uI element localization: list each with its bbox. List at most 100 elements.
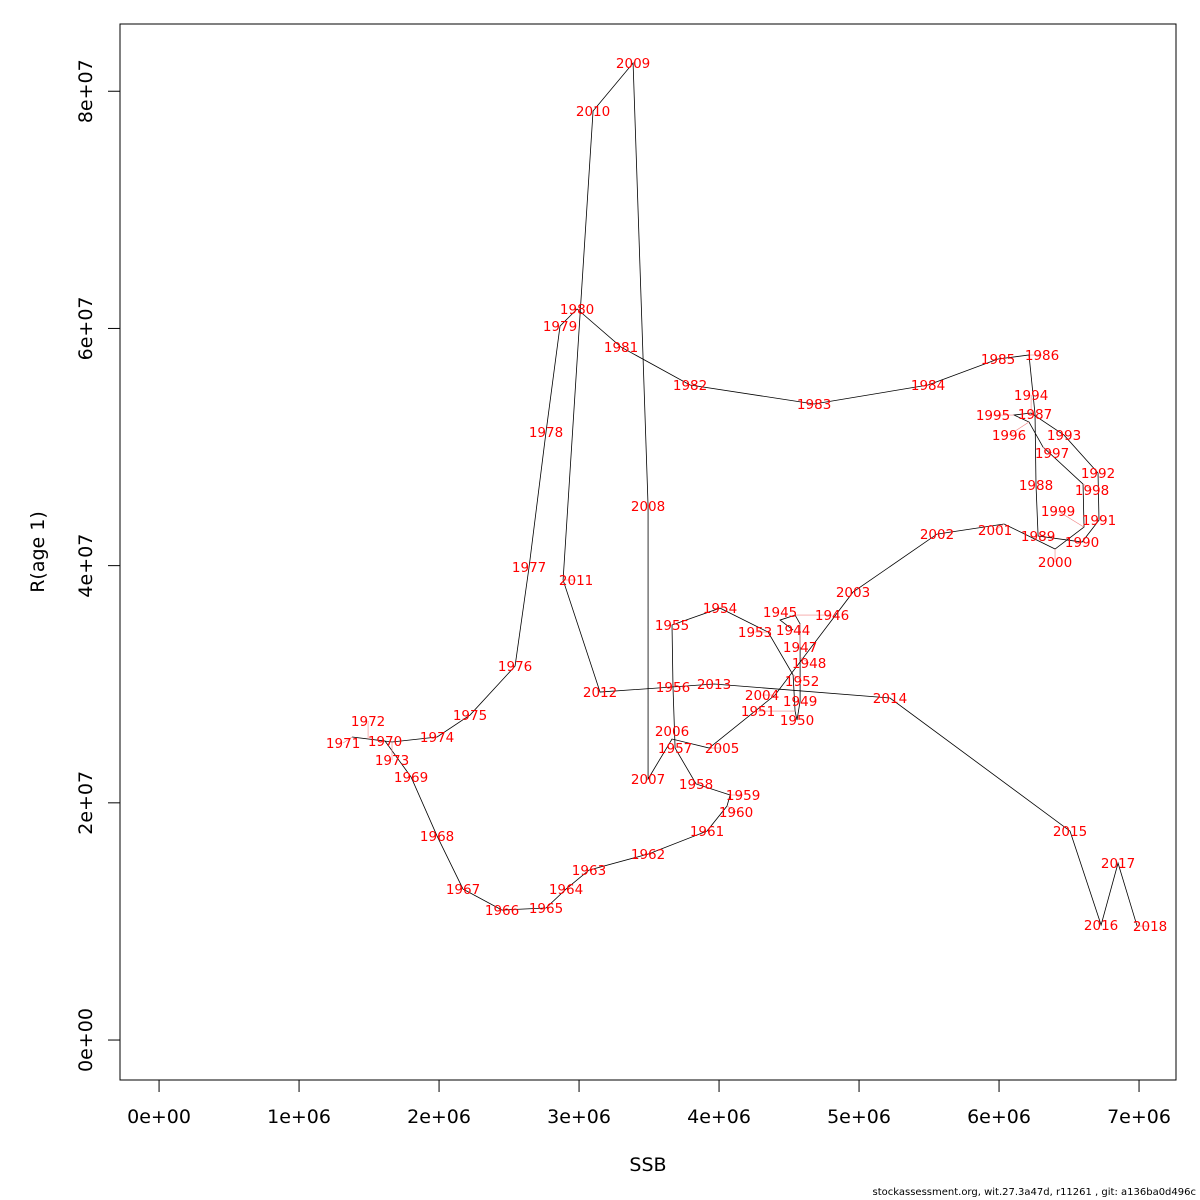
year-label: 2014 — [873, 691, 907, 707]
x-tick-label: 6e+06 — [967, 1106, 1031, 1128]
year-label: 1951 — [741, 704, 775, 720]
year-label: 2007 — [631, 772, 665, 788]
year-label: 2006 — [655, 724, 689, 740]
year-label: 2010 — [576, 104, 610, 120]
y-tick-label: 4e+07 — [75, 534, 97, 598]
year-label: 1974 — [420, 730, 454, 746]
x-tick-label: 4e+06 — [687, 1106, 751, 1128]
year-label: 1998 — [1075, 483, 1109, 499]
x-axis-title: SSB — [629, 1154, 666, 1176]
year-label: 1962 — [631, 847, 665, 863]
year-label: 1952 — [785, 674, 819, 690]
year-label: 1947 — [783, 640, 817, 656]
footer-credit: stockassessment.org, wit.27.3a47d, r1126… — [872, 1187, 1197, 1198]
year-label: 1950 — [780, 713, 814, 729]
x-tick-label: 3e+06 — [547, 1106, 611, 1128]
label-leader — [726, 805, 737, 813]
x-axis: 0e+00 1e+06 2e+06 3e+06 4e+06 5e+06 6e+06 7e+06 — [127, 1079, 1171, 1128]
year-label: 1979 — [543, 319, 577, 335]
year-label: 2016 — [1084, 918, 1118, 934]
year-label: 1973 — [375, 753, 409, 769]
year-label: 1956 — [656, 680, 690, 696]
label-leader — [799, 656, 810, 664]
y-tick-label: 6e+07 — [75, 297, 97, 361]
year-label: 2012 — [583, 685, 617, 701]
year-label: 1955 — [655, 618, 689, 634]
year-label: 2001 — [978, 523, 1012, 539]
year-label: 1953 — [738, 625, 772, 641]
label-leader — [1057, 510, 1085, 528]
series-line — [352, 61, 1138, 927]
year-label: 1995 — [976, 408, 1010, 424]
year-label: 1949 — [783, 694, 817, 710]
year-label: 1996 — [992, 428, 1026, 444]
year-label: 1994 — [1014, 388, 1048, 404]
year-label: 1987 — [1018, 407, 1052, 423]
year-label: 1983 — [797, 397, 831, 413]
y-axis: 0e+00 2e+07 4e+07 6e+07 8e+07 — [75, 59, 121, 1072]
year-label: 1958 — [679, 777, 713, 793]
year-label: 2004 — [745, 688, 779, 704]
year-label: 1944 — [776, 623, 810, 639]
year-label: 1999 — [1041, 504, 1075, 520]
year-label: 2013 — [697, 677, 731, 693]
year-label: 1986 — [1025, 348, 1059, 364]
label-leader — [1042, 446, 1053, 454]
label-leader — [1082, 483, 1093, 491]
year-label: 1945 — [763, 605, 797, 621]
year-label: 2015 — [1053, 824, 1087, 840]
x-tick-label: 0e+00 — [127, 1106, 191, 1128]
year-label: 1977 — [512, 560, 546, 576]
year-label: 1969 — [394, 770, 428, 786]
y-tick-label: 2e+07 — [75, 771, 97, 835]
label-leader — [1008, 421, 1030, 436]
year-label: 1978 — [529, 425, 563, 441]
year-label: 2011 — [559, 573, 593, 589]
year-label: 1965 — [529, 901, 563, 917]
year-label: 1985 — [981, 352, 1015, 368]
year-label: 1960 — [719, 805, 753, 821]
label-leader — [792, 674, 803, 682]
year-label: 1954 — [703, 601, 737, 617]
year-label: 1966 — [485, 903, 519, 919]
year-label: 2000 — [1038, 555, 1072, 571]
x-tick-label: 5e+06 — [827, 1106, 891, 1128]
label-leader — [994, 523, 1005, 531]
year-label: 1959 — [726, 788, 760, 804]
year-label: 1981 — [604, 340, 638, 356]
year-label: 2008 — [631, 499, 665, 515]
year-label: 1989 — [1021, 529, 1055, 545]
year-label: 1971 — [326, 736, 360, 752]
year-label: 1970 — [368, 734, 402, 750]
year-label: 1963 — [572, 863, 606, 879]
x-tick-label: 2e+06 — [407, 1106, 471, 1128]
year-label: 2002 — [920, 527, 954, 543]
year-label: 1990 — [1065, 535, 1099, 551]
year-label: 1972 — [351, 714, 385, 730]
year-label: 1946 — [815, 608, 849, 624]
year-label: 1992 — [1081, 466, 1115, 482]
year-label: 1957 — [658, 741, 692, 757]
year-label: 1968 — [420, 829, 454, 845]
year-label: 1967 — [446, 882, 480, 898]
year-label: 2005 — [705, 741, 739, 757]
year-label: 1997 — [1035, 446, 1069, 462]
year-label: 1948 — [792, 656, 826, 672]
year-label: 1975 — [453, 708, 487, 724]
y-tick-label: 8e+07 — [75, 59, 97, 123]
year-label: 1961 — [690, 824, 724, 840]
year-label: 1980 — [560, 302, 594, 318]
label-leaders — [342, 354, 1151, 927]
year-label: 1988 — [1019, 478, 1053, 494]
year-label: 2003 — [836, 585, 870, 601]
year-label: 2018 — [1133, 919, 1167, 935]
year-label: 1964 — [549, 882, 583, 898]
year-label: 1991 — [1082, 513, 1116, 529]
year-label: 2009 — [616, 56, 650, 72]
year-label: 1984 — [911, 378, 945, 394]
x-tick-label: 1e+06 — [267, 1106, 331, 1128]
year-label: 2017 — [1101, 856, 1135, 872]
label-leader — [342, 736, 353, 744]
